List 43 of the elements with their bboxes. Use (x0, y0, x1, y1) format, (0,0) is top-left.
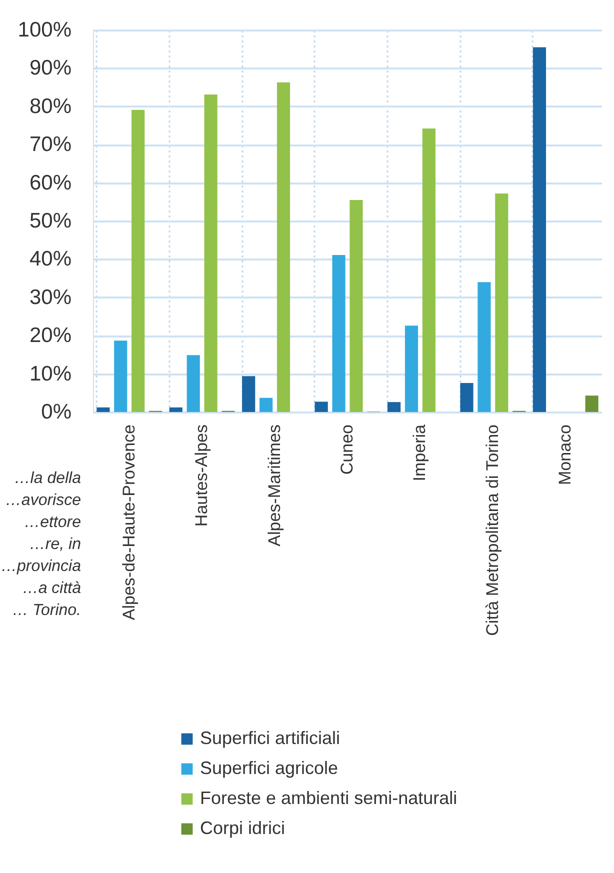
y-tick-label: 10% (29, 362, 72, 386)
y-tick-label: 80% (29, 94, 72, 118)
y-tick-label: 90% (29, 56, 72, 80)
bar (114, 340, 128, 412)
bar (186, 355, 200, 412)
bar (460, 382, 474, 412)
y-tick-label: 70% (29, 133, 72, 156)
bar (478, 282, 491, 412)
bar (422, 128, 436, 412)
x-tick-label: Alpes-Maritimes (264, 424, 284, 546)
y-tick-label: 100% (18, 18, 72, 42)
bar (169, 407, 182, 412)
y-tick-label: 20% (29, 324, 72, 348)
legend-label: Foreste e ambienti semi-naturali (200, 788, 458, 808)
bar (276, 82, 290, 412)
y-tick-label: 50% (29, 210, 72, 232)
y-tick-label: 0% (41, 400, 72, 424)
legend-label: Superfici agricole (200, 758, 338, 778)
x-tick-label: Alpes-de-Haute-Provence (119, 424, 138, 620)
x-tick-label: Hautes-Alpes (192, 424, 212, 527)
bar (585, 396, 598, 412)
bar (314, 402, 328, 412)
bar (495, 193, 508, 412)
bar (96, 407, 110, 412)
bar (404, 326, 418, 412)
y-tick-label: 60% (29, 171, 72, 194)
bar (532, 47, 546, 412)
bar (350, 200, 363, 412)
y-tick-label: 30% (29, 286, 72, 309)
x-tick-label: Imperia (410, 424, 430, 482)
x-tick-label: Città Metropolitana di Torino (482, 424, 502, 636)
text: …la della …avorisce …ettore …re, in …provincia …a città … Torino. (0, 470, 82, 619)
bar (332, 255, 346, 412)
bar (387, 402, 401, 412)
y-tick-label: 40% (29, 248, 72, 271)
bar (204, 94, 218, 412)
bar (260, 398, 273, 412)
legend-label: Corpi idrici (200, 818, 286, 838)
x-tick-label: Cuneo (338, 424, 356, 475)
bar (242, 376, 256, 412)
x-tick-label: Monaco (556, 424, 575, 485)
legend-label: Superfici artificiali (200, 728, 340, 748)
bar (132, 110, 145, 412)
